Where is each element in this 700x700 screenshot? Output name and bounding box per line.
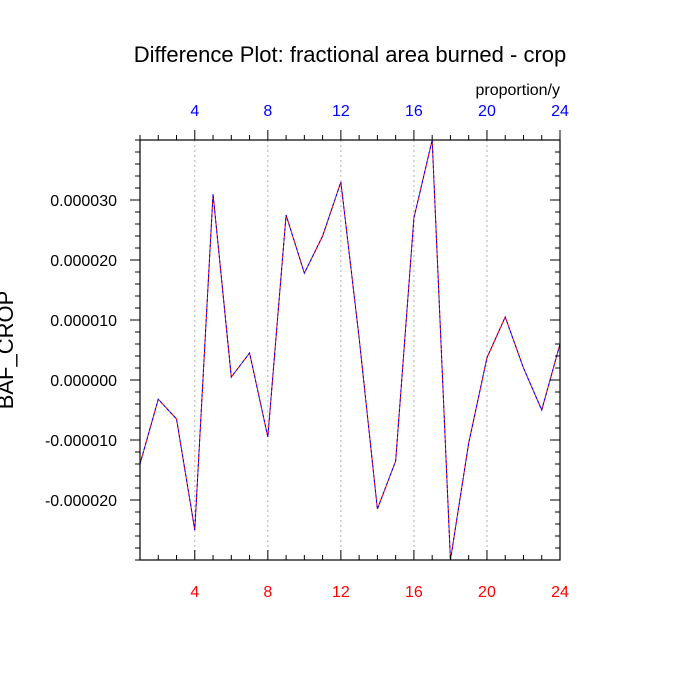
x-tick-label-bottom: 16 bbox=[405, 584, 423, 601]
x-tick-label-top: 24 bbox=[551, 103, 569, 120]
y-tick-label: -0.000010 bbox=[45, 433, 117, 450]
top-axis-units: proportion/y bbox=[476, 82, 561, 99]
y-tick-label: 0.000000 bbox=[50, 373, 117, 390]
chart-title: Difference Plot: fractional area burned … bbox=[134, 42, 567, 67]
y-tick-label: 0.000030 bbox=[50, 193, 117, 210]
x-tick-label-bottom: 4 bbox=[190, 584, 199, 601]
plot-series bbox=[139, 139, 561, 561]
axis-tick-labels: 4 4 8 8 12 12 16 16 20 20 24 24 -0.000020 -0.000010 0.… bbox=[45, 103, 569, 601]
x-tick-label-bottom: 24 bbox=[551, 584, 569, 601]
plot-frame bbox=[139, 139, 561, 561]
x-tick-label-top: 16 bbox=[405, 103, 423, 120]
x-tick-label-bottom: 12 bbox=[332, 584, 350, 601]
axis-ticks bbox=[130, 130, 561, 561]
y-tick-label: -0.000020 bbox=[45, 493, 117, 510]
x-tick-label-top: 12 bbox=[332, 103, 350, 120]
x-tick-label-top: 8 bbox=[263, 103, 272, 120]
y-tick-label: 0.000010 bbox=[50, 313, 117, 330]
y-axis-label: BAF_CROP bbox=[0, 291, 18, 410]
x-tick-label-bottom: 8 bbox=[263, 584, 272, 601]
series-line-blue bbox=[139, 139, 561, 561]
x-tick-label-bottom: 20 bbox=[478, 584, 496, 601]
x-tick-label-top: 20 bbox=[478, 103, 496, 120]
series-line-red bbox=[139, 139, 561, 561]
y-tick-label: 0.000020 bbox=[50, 253, 117, 270]
grid bbox=[194, 140, 488, 560]
x-tick-label-top: 4 bbox=[190, 103, 199, 120]
